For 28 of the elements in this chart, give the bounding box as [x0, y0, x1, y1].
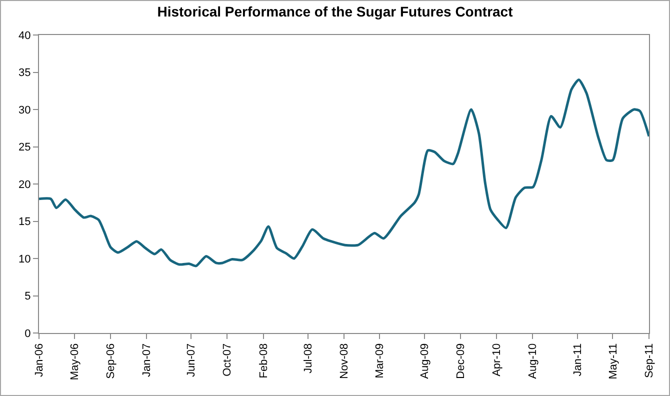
x-tick-label: Aug-10 [526, 343, 539, 379]
x-tick-label: Jan-06 [34, 343, 46, 378]
y-tick-label: 15 [18, 216, 31, 228]
x-tick-label: Aug-09 [419, 343, 432, 379]
y-tick-label: 20 [18, 178, 31, 191]
x-tick-label: Sep-11 [644, 343, 656, 378]
x-tick-label: Dec-09 [455, 343, 468, 379]
y-tick-label: 10 [18, 253, 31, 266]
y-tick-label: 40 [18, 30, 31, 42]
x-tick-label: May-06 [68, 343, 81, 380]
x-tick-label: Mar-09 [374, 343, 386, 378]
y-tick-label: 0 [24, 328, 31, 340]
x-tick-label: Apr-10 [490, 343, 503, 376]
y-tick-label: 30 [18, 104, 31, 116]
x-tick-label: Jan-11 [572, 343, 584, 376]
line-series [39, 78, 649, 268]
y-tick-label: 5 [24, 290, 31, 303]
y-tick-label: 25 [18, 142, 31, 154]
x-tick-label: Sep-06 [105, 343, 118, 379]
x-tick-label: Jan-07 [141, 343, 154, 378]
x-tick-label: Jun-07 [186, 343, 198, 378]
x-tick-label: Feb-08 [258, 343, 270, 378]
y-tick-label: 35 [18, 67, 31, 80]
x-tick-label: Nov-08 [338, 343, 351, 379]
chart-title: Historical Performance of the Sugar Futures Contract [157, 4, 514, 20]
x-tick-label: May-11 [607, 343, 620, 380]
x-tick-label: Jul-08 [302, 343, 314, 374]
x-tick-label: Oct-07 [222, 343, 234, 376]
